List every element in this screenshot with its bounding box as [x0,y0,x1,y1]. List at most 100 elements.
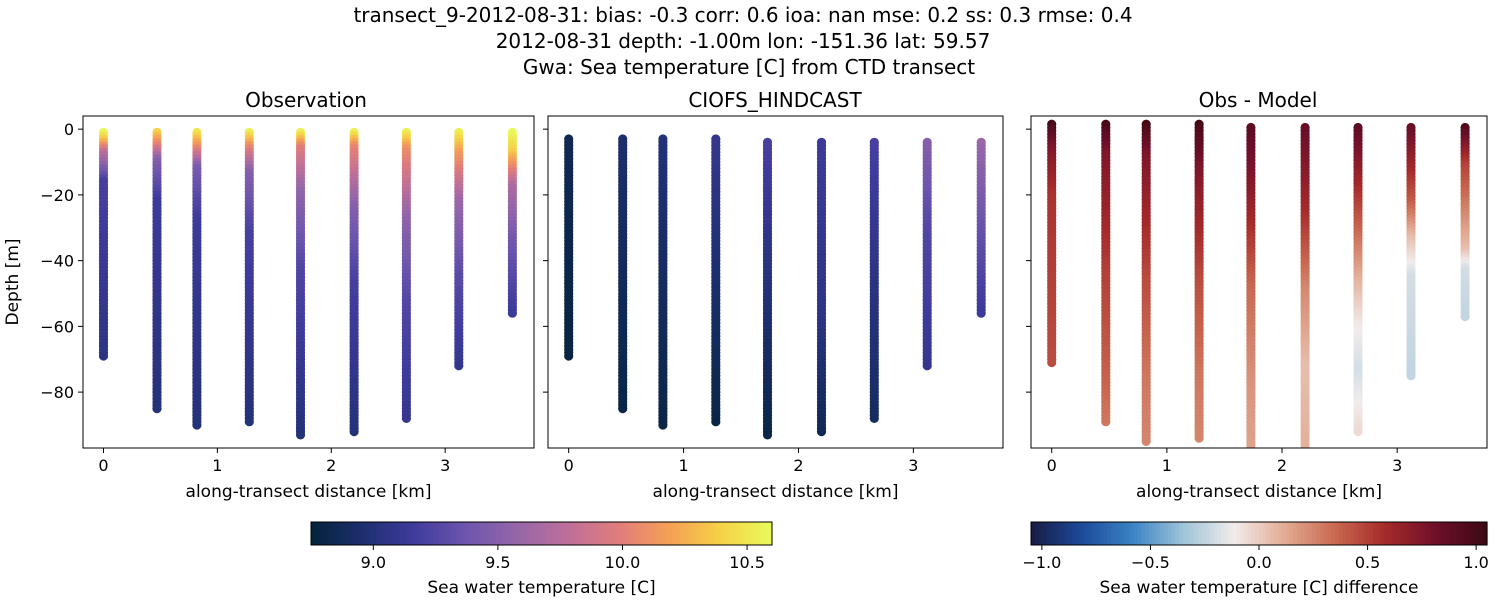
colorbar-segment [1061,522,1066,545]
colorbar-segment [675,522,681,545]
x-tick-label: 2 [1277,456,1287,475]
colorbar-segment [1403,522,1408,545]
colorbar-segment [468,522,473,545]
colorbar-segment [387,522,393,545]
colorbar-segment [529,522,535,545]
station-profile [762,137,773,440]
colorbar-segment [1426,522,1431,545]
colorbar-segment [672,522,677,545]
colorbar-tick-label: 10.5 [729,553,765,572]
colorbar-segment [1156,522,1161,545]
colorbar-segment [760,522,765,545]
data-point [869,413,879,423]
colorbar-segment [403,522,408,545]
colorbar-segment [583,522,589,545]
colorbar-segment [1152,522,1157,545]
colorbar-segment [1281,522,1287,545]
colorbar-segment [1342,522,1347,545]
colorbar-segment [560,522,566,545]
colorbar-segment [748,522,754,545]
temperature-colorbar-label: Sea water temperature [C] [427,578,655,598]
station-profile [192,127,202,430]
station-profile [1406,122,1416,381]
colorbar-segment [445,522,450,545]
colorbar-segment [595,522,600,545]
y-tick-label: −60 [40,317,74,336]
station-profile [1101,119,1111,427]
colorbar-segment [1129,522,1135,545]
data-point [1460,311,1470,322]
colorbar-segment [706,522,712,545]
colorbar-segment [399,522,404,545]
colorbar-segment [353,522,358,545]
station-profile [1047,119,1057,368]
figure-title-line-1: transect_9-2012-08-31: bias: -0.3 corr: … [353,3,1132,27]
station-profile [507,127,517,318]
colorbar-segment [737,522,742,545]
colorbar-segment [1346,522,1351,545]
colorbar-segment [407,522,412,545]
colorbar-segment [1072,522,1078,545]
colorbar-segment [1388,522,1393,545]
colorbar-segment [1148,522,1154,545]
data-point [1353,427,1363,437]
difference-colorbar: −1.0 −0.5 0.0 0.5 1.0 Sea water temperature … [1022,521,1489,598]
colorbar-segment [510,522,516,545]
colorbar-segment [1095,522,1100,545]
model-data-points [564,134,986,440]
colorbar-segment [1175,522,1180,545]
model-x-ticks: 0 1 2 3 [564,448,918,475]
data-point [1406,371,1416,381]
colorbar-segment [699,522,704,545]
station-profile [711,134,721,427]
colorbar-segment [768,522,773,545]
colorbar-segment [464,522,470,545]
colorbar-segment [741,522,746,545]
colorbar-tick-label: −1.0 [1022,553,1061,572]
station-profile [922,137,932,371]
y-tick-label: −80 [40,383,74,402]
data-point [507,308,517,318]
colorbar-segment [1050,522,1055,545]
colorbar-segment [349,522,354,545]
colorbar-segment [311,522,316,545]
colorbar-segment [1312,522,1317,545]
station-profile [244,127,254,427]
colorbar-segment [1411,522,1416,545]
colorbar-segment [506,522,512,545]
colorbar-segment [1190,522,1195,545]
station-profile [454,127,464,371]
colorbar-segment [1088,522,1093,545]
colorbar-segment [1232,522,1237,545]
station-profile [98,127,109,361]
x-tick-label: 2 [793,456,803,475]
colorbar-segment [1270,522,1275,545]
colorbar-segment [1209,522,1214,545]
colorbar-segment [1289,522,1294,545]
data-point [98,351,109,361]
colorbar-tick-label: 9.0 [361,553,386,572]
colorbar-segment [1422,522,1427,545]
data-point [976,308,986,318]
colorbar-tick-label: 1.0 [1463,553,1488,572]
station-profile [1141,119,1151,446]
observation-title: Observation [245,88,367,112]
colorbar-segment [414,522,420,545]
temperature-colorbar: 9.0 9.5 10.0 10.5 Sea water temperature [C] [310,521,773,598]
colorbar-segment [1319,522,1325,545]
x-tick-label: 1 [212,456,222,475]
data-point [1141,436,1151,446]
colorbar-segment [357,522,362,545]
colorbar-segment [729,522,735,545]
colorbar-segment [1323,522,1328,545]
colorbar-segment [1145,522,1150,545]
colorbar-segment [549,522,554,545]
colorbar-segment [533,522,539,545]
y-tick-label: −40 [40,252,74,271]
colorbar-segment [576,522,581,545]
data-point [349,427,359,437]
colorbar-segment [553,522,558,545]
colorbar-segment [764,522,769,545]
station-profile [658,134,668,430]
colorbar-segment [725,522,731,545]
